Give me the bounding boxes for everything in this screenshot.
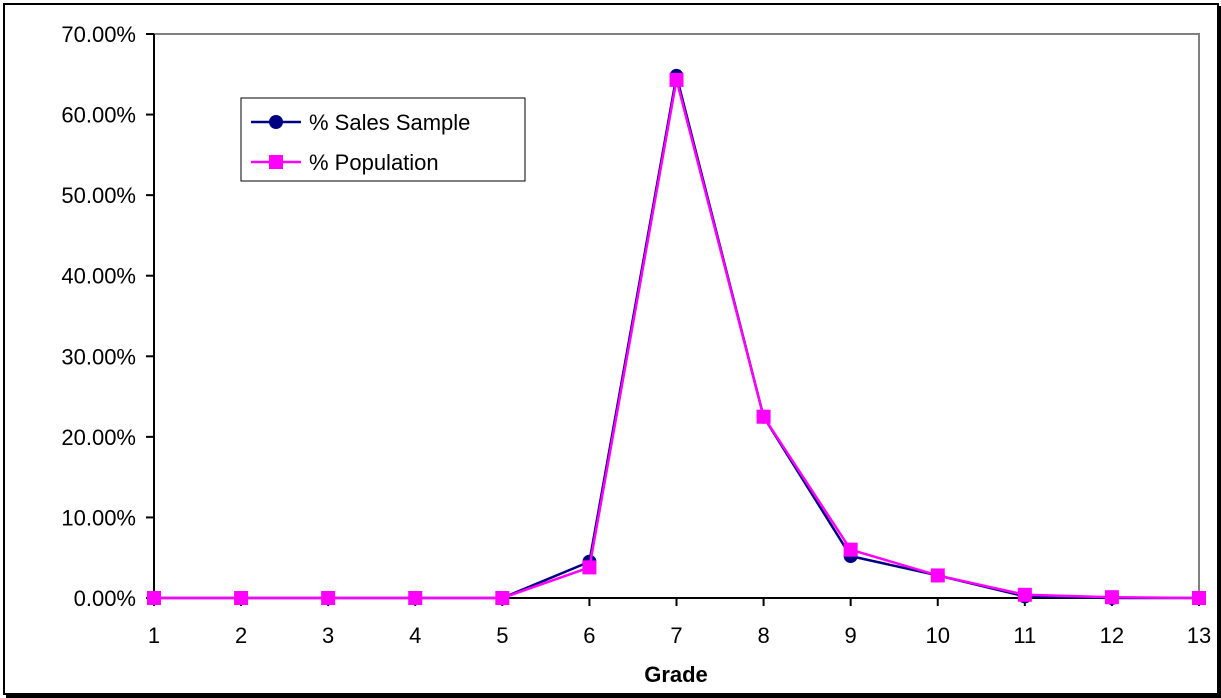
data-point	[321, 591, 336, 605]
line-chart: 0.00% 10.00% 20.00% 30.00% 40.00% 50.00% 60.00…	[61, 22, 1211, 687]
y-tick-label: 70.00%	[61, 22, 136, 47]
y-tick-label: 50.00%	[61, 183, 136, 208]
x-tick-label: 4	[409, 623, 421, 648]
legend-marker-square	[269, 155, 283, 169]
x-tick-label: 6	[583, 623, 595, 648]
chart-frame: 0.00% 10.00% 20.00% 30.00% 40.00% 50.00% 60.00…	[3, 3, 1219, 695]
y-tick-label: 30.00%	[61, 344, 136, 369]
x-tick-label: 3	[322, 623, 334, 648]
legend: % Sales Sample % Population	[240, 97, 526, 182]
data-point	[930, 568, 945, 583]
y-tick-label: 40.00%	[61, 264, 136, 289]
legend-marker-circle	[269, 115, 283, 129]
legend-box	[240, 97, 526, 182]
data-point	[1017, 587, 1032, 602]
y-tick-label: 60.00%	[61, 103, 136, 128]
data-point	[582, 560, 597, 575]
x-tick-label: 7	[670, 623, 682, 648]
legend-label: % Sales Sample	[309, 110, 470, 135]
x-tick-label: 1	[148, 623, 160, 648]
y-axis: 0.00% 10.00% 20.00% 30.00% 40.00% 50.00% 60.00…	[61, 22, 155, 611]
y-tick-label: 0.00%	[74, 586, 136, 611]
x-tick-label: 10	[926, 623, 950, 648]
y-tick-label: 20.00%	[61, 425, 136, 450]
legend-entry: % Population	[251, 150, 439, 175]
x-tick-label: 8	[757, 623, 769, 648]
legend-label: % Population	[309, 150, 439, 175]
data-point	[669, 72, 684, 87]
data-point	[1104, 590, 1119, 605]
series-population	[147, 72, 1206, 605]
x-tick-label: 12	[1100, 623, 1124, 648]
x-tick-label: 11	[1013, 623, 1036, 648]
x-tick-label: 2	[235, 623, 247, 648]
data-point	[495, 591, 510, 605]
x-axis: 1 2 3 4 5 6 7 8 9 10 11 12 13	[148, 597, 1211, 648]
data-point	[408, 591, 423, 605]
data-point	[843, 542, 858, 557]
y-tick-label: 10.00%	[61, 505, 136, 530]
data-point	[147, 591, 161, 605]
data-point	[756, 409, 771, 424]
x-tick-label: 5	[496, 623, 508, 648]
series-layer	[147, 68, 1206, 605]
data-point	[234, 591, 249, 605]
x-axis-title: Grade	[644, 662, 708, 687]
x-tick-label: 13	[1187, 623, 1211, 648]
data-point	[1192, 591, 1206, 605]
legend-entry: % Sales Sample	[251, 110, 470, 135]
x-tick-label: 9	[845, 623, 857, 648]
